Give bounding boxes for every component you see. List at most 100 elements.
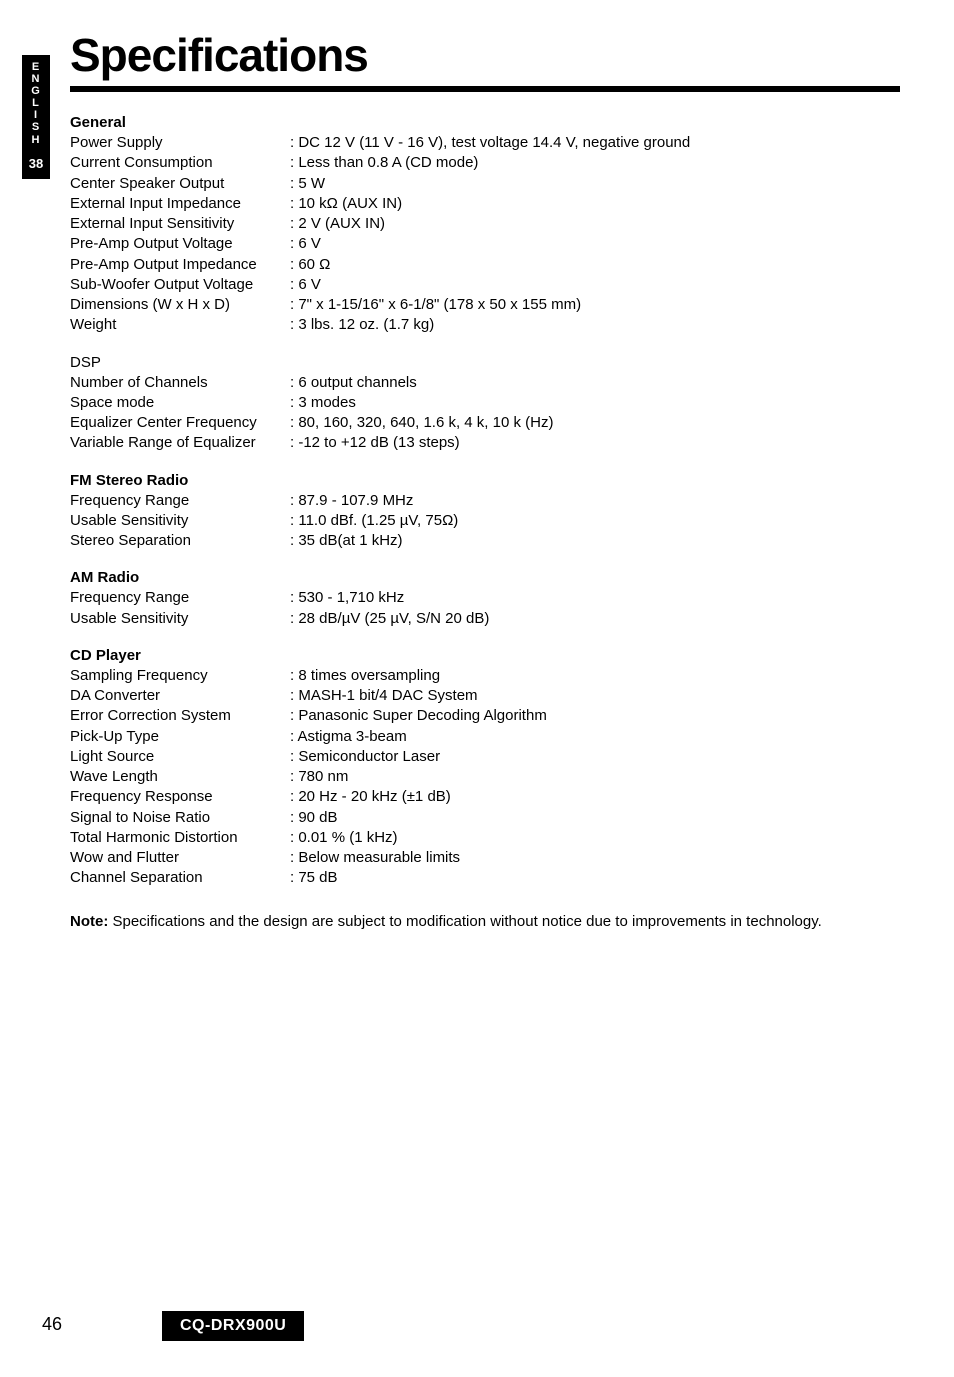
spec-value: : -12 to +12 dB (13 steps) [290,433,910,453]
spec-value: : 0.01 % (1 kHz) [290,828,910,848]
spec-value: : 7" x 1-15/16" x 6-1/8" (178 x 50 x 155… [290,295,910,315]
spec-value: : 3 modes [290,393,910,413]
spec-value: : 530 - 1,710 kHz [290,588,910,608]
spec-label: External Input Sensitivity [70,214,290,234]
spec-label: Usable Sensitivity [70,511,290,531]
spec-label: DA Converter [70,686,290,706]
note-label: Note: [70,913,108,930]
spec-value: : 5 W [290,174,910,194]
am-rows: Frequency Range: 530 - 1,710 kHzUsable S… [70,588,910,629]
spec-value: : Astigma 3-beam [290,727,910,747]
spec-value: : 6 V [290,234,910,254]
section-heading-dsp: DSP [70,354,910,371]
spec-row: Channel Separation: 75 dB [70,868,910,888]
spec-value: : 28 dB/µV (25 µV, S/N 20 dB) [290,609,910,629]
general-rows: Power Supply: DC 12 V (11 V - 16 V), tes… [70,133,910,336]
spec-label: Sampling Frequency [70,666,290,686]
spec-label: Total Harmonic Distortion [70,828,290,848]
spec-row: Wow and Flutter: Below measurable limits [70,848,910,868]
spec-row: Pick-Up Type: Astigma 3-beam [70,727,910,747]
spec-label: Pick-Up Type [70,727,290,747]
spec-value: : 780 nm [290,767,910,787]
spec-row: Usable Sensitivity: 11.0 dBf. (1.25 µV, … [70,511,910,531]
spec-value: : 2 V (AUX IN) [290,214,910,234]
spec-row: Number of Channels: 6 output channels [70,373,910,393]
spec-label: Dimensions (W x H x D) [70,295,290,315]
spec-value: : 3 lbs. 12 oz. (1.7 kg) [290,315,910,335]
side-page-number: 38 [22,156,50,171]
spec-label: Variable Range of Equalizer [70,433,290,453]
spec-row: Space mode: 3 modes [70,393,910,413]
spec-label: Frequency Response [70,787,290,807]
section-heading-am: AM Radio [70,569,910,586]
spec-label: Signal to Noise Ratio [70,808,290,828]
spec-label: Power Supply [70,133,290,153]
spec-value: : Semiconductor Laser [290,747,910,767]
spec-label: Space mode [70,393,290,413]
content-area: Specifications General Power Supply: DC … [70,28,910,930]
spec-value: : 75 dB [290,868,910,888]
spec-row: Light Source: Semiconductor Laser [70,747,910,767]
spec-label: Pre-Amp Output Impedance [70,255,290,275]
spec-value: : 80, 160, 320, 640, 1.6 k, 4 k, 10 k (H… [290,413,910,433]
section-heading-cd: CD Player [70,647,910,664]
spec-label: Sub-Woofer Output Voltage [70,275,290,295]
spec-row: Power Supply: DC 12 V (11 V - 16 V), tes… [70,133,910,153]
title-rule [70,86,900,92]
spec-row: Weight: 3 lbs. 12 oz. (1.7 kg) [70,315,910,335]
language-tab: E N G L I S H 38 [22,55,50,179]
spec-value: : 6 output channels [290,373,910,393]
spec-label: Light Source [70,747,290,767]
spec-label: Error Correction System [70,706,290,726]
spec-label: Center Speaker Output [70,174,290,194]
spec-label: External Input Impedance [70,194,290,214]
spec-value: : 35 dB(at 1 kHz) [290,531,910,551]
spec-value: : 11.0 dBf. (1.25 µV, 75Ω) [290,511,910,531]
spec-row: Dimensions (W x H x D): 7" x 1-15/16" x … [70,295,910,315]
spec-row: Pre-Amp Output Voltage: 6 V [70,234,910,254]
spec-label: Number of Channels [70,373,290,393]
section-heading-fm: FM Stereo Radio [70,472,910,489]
spec-row: Center Speaker Output: 5 W [70,174,910,194]
spec-row: Variable Range of Equalizer: -12 to +12 … [70,433,910,453]
spec-label: Frequency Range [70,491,290,511]
spec-row: Frequency Range: 87.9 - 107.9 MHz [70,491,910,511]
spec-label: Frequency Range [70,588,290,608]
dsp-rows: Number of Channels: 6 output channelsSpa… [70,373,910,454]
spec-value: : 6 V [290,275,910,295]
spec-label: Wow and Flutter [70,848,290,868]
spec-label: Weight [70,315,290,335]
fm-rows: Frequency Range: 87.9 - 107.9 MHzUsable … [70,491,910,552]
spec-row: Frequency Range: 530 - 1,710 kHz [70,588,910,608]
spec-row: Error Correction System: Panasonic Super… [70,706,910,726]
spec-value: : 60 Ω [290,255,910,275]
spec-row: External Input Impedance: 10 kΩ (AUX IN) [70,194,910,214]
spec-row: Signal to Noise Ratio: 90 dB [70,808,910,828]
spec-row: Frequency Response: 20 Hz - 20 kHz (±1 d… [70,787,910,807]
spec-value: : DC 12 V (11 V - 16 V), test voltage 14… [290,133,910,153]
spec-value: : 8 times oversampling [290,666,910,686]
section-heading-general: General [70,114,910,131]
spec-label: Equalizer Center Frequency [70,413,290,433]
spec-label: Pre-Amp Output Voltage [70,234,290,254]
cd-rows: Sampling Frequency: 8 times oversampling… [70,666,910,889]
language-label: E N G L I S H [22,61,50,146]
spec-row: Stereo Separation: 35 dB(at 1 kHz) [70,531,910,551]
spec-value: : 10 kΩ (AUX IN) [290,194,910,214]
spec-value: : 87.9 - 107.9 MHz [290,491,910,511]
spec-value: : MASH-1 bit/4 DAC System [290,686,910,706]
spec-row: Sub-Woofer Output Voltage: 6 V [70,275,910,295]
spec-label: Current Consumption [70,153,290,173]
footer-page-number: 46 [42,1314,62,1335]
note-text: Specifications and the design are subjec… [108,913,821,930]
spec-row: Sampling Frequency: 8 times oversampling [70,666,910,686]
spec-row: Usable Sensitivity: 28 dB/µV (25 µV, S/N… [70,609,910,629]
spec-label: Channel Separation [70,868,290,888]
spec-label: Wave Length [70,767,290,787]
spec-row: Wave Length: 780 nm [70,767,910,787]
spec-row: Current Consumption: Less than 0.8 A (CD… [70,153,910,173]
spec-value: : 90 dB [290,808,910,828]
footer-model-badge: CQ-DRX900U [162,1311,304,1341]
spec-row: DA Converter: MASH-1 bit/4 DAC System [70,686,910,706]
spec-row: Pre-Amp Output Impedance: 60 Ω [70,255,910,275]
